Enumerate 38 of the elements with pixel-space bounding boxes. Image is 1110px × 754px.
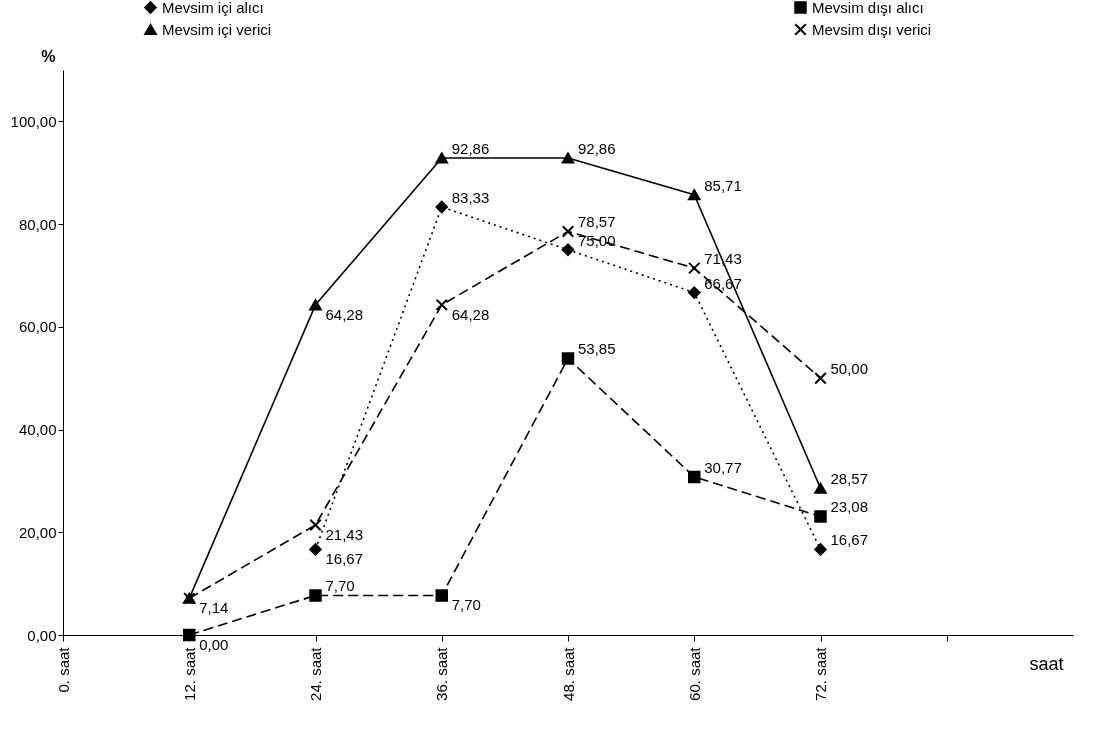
data-label: 85,71 (704, 176, 742, 194)
data-label: 28,57 (830, 470, 869, 488)
x-axis-title: saat (1029, 653, 1064, 674)
data-label: 78,57 (578, 213, 616, 231)
y-tick-label: 40,00 (18, 421, 57, 439)
data-label: 0,00 (199, 636, 229, 653)
x-tick-label: 48. saat (559, 646, 577, 701)
data-label: 7,70 (451, 596, 481, 614)
data-label: 64,28 (451, 305, 490, 323)
data-label: 7,14 (199, 599, 229, 617)
y-tick-label: 80,00 (18, 215, 57, 233)
data-label: 83,33 (451, 188, 490, 206)
x-tick-label: 36. saat (433, 646, 451, 701)
data-label: 53,85 (578, 340, 616, 358)
data-label: 92,86 (451, 140, 490, 158)
legend-label: Mevsim içi verici (162, 20, 272, 38)
y-tick-label: 0,00 (27, 626, 57, 644)
x-tick-label: 24. saat (307, 646, 324, 701)
x-tick-label: 72. saat (812, 646, 829, 701)
y-tick-label: 100,00 (10, 112, 57, 130)
data-label: 23,08 (830, 498, 869, 516)
data-label: 64,28 (325, 305, 364, 323)
x-tick-label: 60. saat (685, 646, 703, 701)
legend-label: Mevsim dışı verici (812, 20, 932, 38)
x-tick-label: 12. saat (180, 646, 198, 701)
x-tick-label: 0. saat (54, 646, 72, 693)
data-label: 16,67 (830, 531, 869, 549)
legend-label: Mevsim içi alıcı (162, 0, 264, 16)
legend-label: Mevsim dışı alıcı (812, 0, 924, 16)
data-label: 92,86 (578, 140, 616, 158)
y-axis-title: % (41, 47, 56, 65)
y-tick-label: 20,00 (18, 523, 57, 541)
data-label: 30,77 (704, 458, 742, 476)
y-tick-label: 60,00 (18, 318, 57, 336)
data-label: 50,00 (830, 360, 869, 378)
data-label: 7,70 (325, 577, 355, 595)
data-label: 16,67 (325, 550, 364, 568)
data-label: 21,43 (325, 525, 364, 543)
